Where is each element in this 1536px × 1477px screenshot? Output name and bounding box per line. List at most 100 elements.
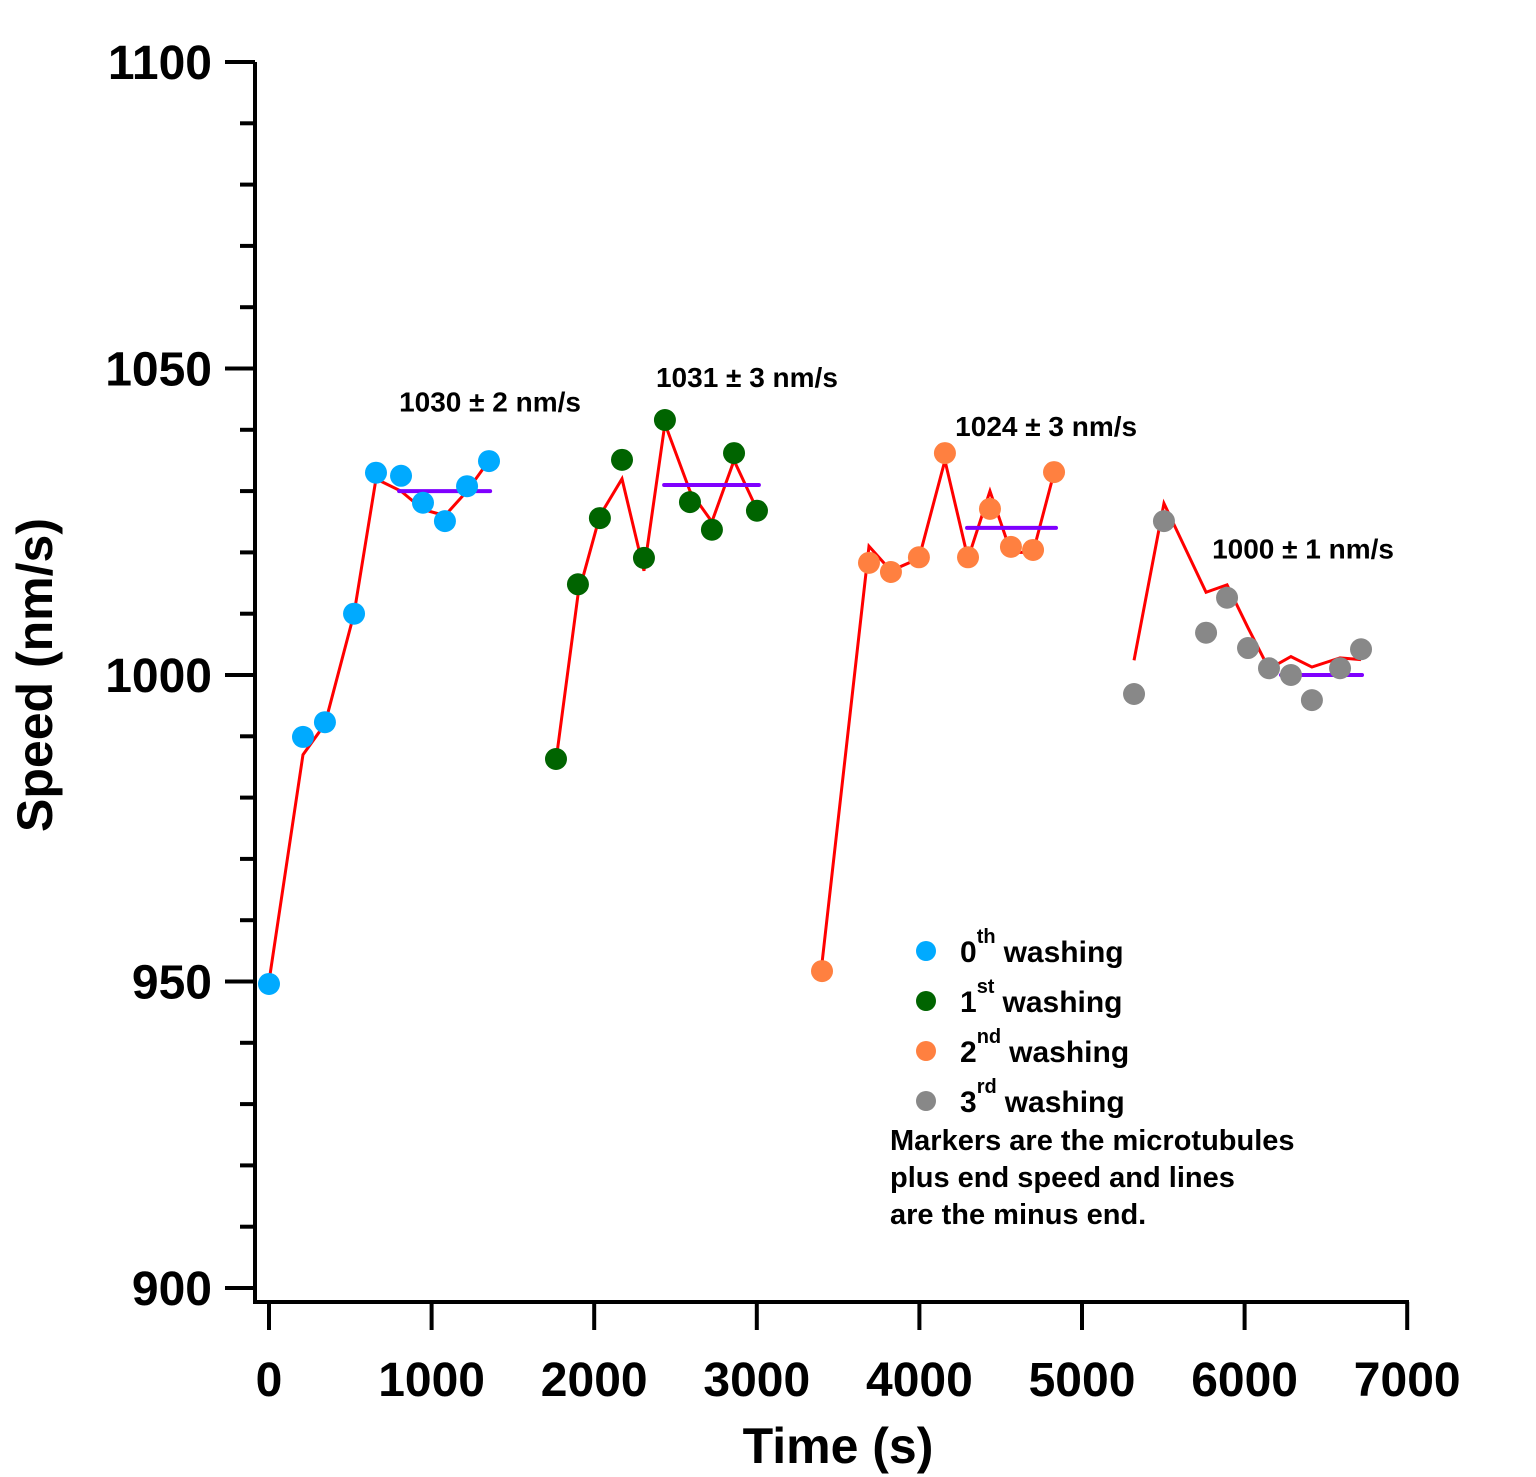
legend-marker bbox=[916, 941, 936, 961]
plus-end-marker bbox=[879, 561, 902, 584]
legend-suffix: st bbox=[977, 976, 995, 998]
legend-suffix: rd bbox=[977, 1076, 997, 1098]
legend-name: washing bbox=[1008, 1036, 1129, 1069]
series-2: 1024 ± 3 nm/s bbox=[811, 411, 1137, 983]
x-axis-title: Time (s) bbox=[743, 1418, 934, 1474]
legend-ordinal: 3 bbox=[960, 1086, 977, 1119]
y-tick-label: 1100 bbox=[108, 37, 212, 90]
plus-end-marker bbox=[999, 535, 1022, 558]
plus-end-marker bbox=[588, 507, 611, 530]
plus-end-marker bbox=[1329, 657, 1352, 680]
note-line: Markers are the microtubules bbox=[890, 1125, 1295, 1157]
series-0: 1030 ± 2 nm/s bbox=[258, 386, 581, 995]
mean-annotation: 1024 ± 3 nm/s bbox=[955, 411, 1137, 442]
note-line: plus end speed and lines bbox=[890, 1162, 1235, 1194]
plus-end-marker bbox=[1022, 538, 1045, 561]
plus-end-marker bbox=[390, 464, 413, 487]
minus-end-line bbox=[820, 460, 1056, 964]
y-ticks: 900 950 1000 1050 1100 bbox=[105, 37, 255, 1316]
plus-end-marker bbox=[456, 475, 479, 498]
legend-name: washing bbox=[1001, 986, 1122, 1019]
plus-end-marker bbox=[364, 461, 387, 484]
legend-item: 3rd washing bbox=[916, 1076, 1125, 1119]
plus-end-marker bbox=[1237, 637, 1260, 660]
plus-end-marker bbox=[700, 518, 723, 541]
minus-end-line bbox=[267, 459, 491, 982]
legend-item: 1st washing bbox=[916, 976, 1123, 1019]
legend-item: 0th washing bbox=[916, 926, 1124, 969]
y-tick-label: 950 bbox=[132, 957, 212, 1010]
y-tick-label: 1000 bbox=[105, 650, 212, 703]
plus-end-marker bbox=[678, 491, 701, 514]
plus-end-marker bbox=[957, 546, 980, 569]
plus-end-marker bbox=[632, 546, 655, 569]
plus-end-marker bbox=[433, 510, 456, 533]
x-tick-label: 7000 bbox=[1354, 1354, 1461, 1407]
plus-end-marker bbox=[611, 448, 634, 471]
plus-end-marker bbox=[933, 442, 956, 465]
legend-ordinal: 0 bbox=[960, 936, 977, 969]
x-tick-label: 1000 bbox=[378, 1354, 485, 1407]
plus-end-marker bbox=[1123, 683, 1146, 706]
plus-end-marker bbox=[291, 725, 314, 748]
note-line: are the minus end. bbox=[890, 1199, 1146, 1231]
legend-label: 3rd washing bbox=[960, 1076, 1125, 1119]
plot-area: 1030 ± 2 nm/s 1031 ± 3 nm/s 1024 ± 3 nm/s 1… bbox=[258, 362, 1394, 995]
mean-annotation: 1030 ± 2 nm/s bbox=[399, 386, 581, 417]
x-tick-label: 0 bbox=[256, 1354, 283, 1407]
plus-end-marker bbox=[1216, 586, 1239, 609]
y-axis-title: Speed (nm/s) bbox=[7, 518, 63, 832]
plus-end-marker bbox=[907, 546, 930, 569]
plus-end-marker bbox=[857, 551, 880, 574]
plus-end-marker bbox=[1152, 510, 1175, 533]
plus-end-marker bbox=[477, 450, 500, 473]
plus-end-marker bbox=[745, 499, 768, 522]
legend-marker bbox=[916, 1041, 936, 1061]
legend-ordinal: 1 bbox=[960, 986, 977, 1019]
legend-ordinal: 2 bbox=[960, 1036, 977, 1069]
legend-note: Markers are the microtubules plus end spe… bbox=[890, 1125, 1295, 1231]
legend-item: 2nd washing bbox=[916, 1026, 1129, 1069]
legend-name: washing bbox=[1003, 936, 1124, 969]
series-3: 1000 ± 1 nm/s bbox=[1123, 498, 1394, 712]
plus-end-marker bbox=[566, 573, 589, 596]
x-tick-label: 4000 bbox=[866, 1354, 973, 1407]
legend-label: 1st washing bbox=[960, 976, 1123, 1019]
x-tick-label: 2000 bbox=[541, 1354, 648, 1407]
legend-label: 2nd washing bbox=[960, 1026, 1129, 1069]
legend-name: washing bbox=[1004, 1086, 1125, 1119]
plus-end-marker bbox=[1195, 621, 1218, 644]
legend-label: 0th washing bbox=[960, 926, 1124, 969]
series-1: 1031 ± 3 nm/s bbox=[544, 362, 838, 770]
legend-marker bbox=[916, 1091, 936, 1111]
plus-end-marker bbox=[1043, 461, 1066, 484]
x-tick-label: 5000 bbox=[1029, 1354, 1136, 1407]
plus-end-marker bbox=[258, 972, 280, 995]
plus-end-marker bbox=[411, 491, 434, 514]
plus-end-marker bbox=[1257, 657, 1280, 680]
y-tick-label: 1050 bbox=[105, 344, 212, 397]
plus-end-marker bbox=[723, 442, 746, 465]
plus-end-marker bbox=[343, 602, 366, 625]
axes bbox=[253, 62, 1409, 1304]
plus-end-marker bbox=[1279, 664, 1302, 686]
x-tick-label: 3000 bbox=[703, 1354, 810, 1407]
plus-end-marker bbox=[811, 960, 834, 983]
plus-end-marker bbox=[544, 747, 567, 770]
minus-end-line bbox=[554, 423, 759, 762]
x-ticks: 0 1000 2000 3000 4000 5000 6000 7000 bbox=[256, 1302, 1461, 1407]
mean-annotation: 1031 ± 3 nm/s bbox=[656, 362, 838, 393]
plus-end-marker bbox=[653, 408, 676, 431]
plus-end-marker bbox=[978, 497, 1001, 520]
legend-suffix: th bbox=[977, 926, 996, 948]
plus-end-marker bbox=[1350, 638, 1373, 661]
plus-end-marker bbox=[1300, 689, 1323, 712]
legend-marker bbox=[916, 991, 936, 1011]
y-tick-label: 900 bbox=[132, 1263, 212, 1316]
plus-end-marker bbox=[313, 711, 336, 734]
legend-suffix: nd bbox=[977, 1026, 1001, 1048]
mean-annotation: 1000 ± 1 nm/s bbox=[1212, 534, 1394, 565]
x-tick-label: 6000 bbox=[1191, 1354, 1298, 1407]
